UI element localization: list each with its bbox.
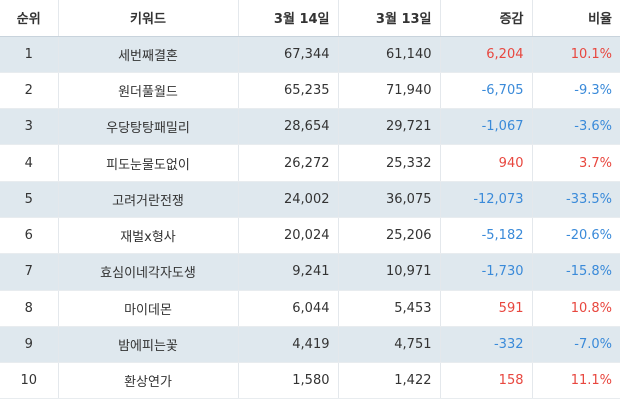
cell-rank: 2: [0, 72, 58, 110]
cell-mar13: 10,971: [337, 253, 440, 291]
cell-ratio: 11.1%: [531, 362, 620, 400]
table-row: 9 밤에피는꽃 4,419 4,751 -332 -7.0%: [0, 326, 620, 364]
cell-mar13: 25,206: [337, 217, 440, 255]
cell-rank: 5: [0, 181, 58, 218]
cell-mar14: 1,580: [237, 362, 338, 400]
cell-mar14: 28,654: [237, 108, 338, 146]
cell-ratio: -33.5%: [531, 181, 620, 218]
cell-mar13: 5,453: [337, 290, 440, 327]
cell-diff: -5,182: [439, 217, 532, 255]
header-keyword: 키워드: [57, 0, 238, 37]
cell-keyword: 환상연가: [57, 362, 238, 400]
cell-diff: 6,204: [439, 36, 532, 73]
table-row: 4 피도눈물도없이 26,272 25,332 940 3.7%: [0, 144, 620, 182]
table-row: 2 원더풀월드 65,235 71,940 -6,705 -9.3%: [0, 72, 620, 110]
table-row: 10 환상연가 1,580 1,422 158 11.1%: [0, 362, 620, 400]
cell-ratio: -15.8%: [531, 253, 620, 291]
cell-keyword: 고려거란전쟁: [57, 181, 238, 218]
cell-mar13: 71,940: [337, 72, 440, 110]
header-mar14: 3월 14일: [237, 0, 338, 37]
cell-diff: 940: [439, 144, 532, 182]
cell-rank: 6: [0, 217, 58, 255]
table-row: 7 효심이네각자도생 9,241 10,971 -1,730 -15.8%: [0, 253, 620, 291]
cell-rank: 8: [0, 290, 58, 327]
cell-keyword: 피도눈물도없이: [57, 144, 238, 182]
cell-keyword: 효심이네각자도생: [57, 253, 238, 291]
cell-mar13: 25,332: [337, 144, 440, 182]
header-mar13: 3월 13일: [337, 0, 440, 37]
cell-keyword: 재벌x형사: [57, 217, 238, 255]
cell-ratio: 10.8%: [531, 290, 620, 327]
cell-keyword: 세번째결혼: [57, 36, 238, 73]
cell-mar14: 9,241: [237, 253, 338, 291]
cell-keyword: 우당탕탕패밀리: [57, 108, 238, 146]
cell-mar13: 36,075: [337, 181, 440, 218]
table-row: 3 우당탕탕패밀리 28,654 29,721 -1,067 -3.6%: [0, 108, 620, 146]
cell-rank: 10: [0, 362, 58, 400]
header-rank: 순위: [0, 0, 58, 37]
cell-mar14: 26,272: [237, 144, 338, 182]
cell-diff: 591: [439, 290, 532, 327]
cell-rank: 7: [0, 253, 58, 291]
cell-keyword: 밤에피는꽃: [57, 326, 238, 364]
cell-mar13: 61,140: [337, 36, 440, 73]
cell-rank: 9: [0, 326, 58, 364]
cell-ratio: -20.6%: [531, 217, 620, 255]
cell-ratio: 10.1%: [531, 36, 620, 73]
header-row: 순위 키워드 3월 14일 3월 13일 증감 비율: [0, 0, 620, 37]
cell-mar14: 20,024: [237, 217, 338, 255]
cell-ratio: -7.0%: [531, 326, 620, 364]
cell-mar13: 1,422: [337, 362, 440, 400]
cell-mar14: 6,044: [237, 290, 338, 327]
cell-rank: 1: [0, 36, 58, 73]
table-row: 6 재벌x형사 20,024 25,206 -5,182 -20.6%: [0, 217, 620, 255]
cell-diff: -332: [439, 326, 532, 364]
table-row: 1 세번째결혼 67,344 61,140 6,204 10.1%: [0, 36, 620, 73]
cell-ratio: -9.3%: [531, 72, 620, 110]
table-body: 1 세번째결혼 67,344 61,140 6,204 10.1% 2 원더풀월드 65,235…: [0, 36, 620, 400]
cell-diff: -1,067: [439, 108, 532, 146]
cell-mar14: 4,419: [237, 326, 338, 364]
table-row: 5 고려거란전쟁 24,002 36,075 -12,073 -33.5%: [0, 181, 620, 218]
cell-rank: 4: [0, 144, 58, 182]
cell-diff: -6,705: [439, 72, 532, 110]
cell-keyword: 원더풀월드: [57, 72, 238, 110]
table-row: 8 마이데몬 6,044 5,453 591 10.8%: [0, 290, 620, 327]
cell-ratio: 3.7%: [531, 144, 620, 182]
header-diff: 증감: [439, 0, 532, 37]
cell-rank: 3: [0, 108, 58, 146]
cell-ratio: -3.6%: [531, 108, 620, 146]
cell-mar14: 24,002: [237, 181, 338, 218]
cell-mar14: 65,235: [237, 72, 338, 110]
cell-diff: -1,730: [439, 253, 532, 291]
cell-mar13: 29,721: [337, 108, 440, 146]
cell-diff: -12,073: [439, 181, 532, 218]
cell-mar13: 4,751: [337, 326, 440, 364]
cell-diff: 158: [439, 362, 532, 400]
cell-keyword: 마이데몬: [57, 290, 238, 327]
header-ratio: 비율: [531, 0, 620, 37]
cell-mar14: 67,344: [237, 36, 338, 73]
table-header: 순위 키워드 3월 14일 3월 13일 증감 비율: [0, 0, 620, 37]
